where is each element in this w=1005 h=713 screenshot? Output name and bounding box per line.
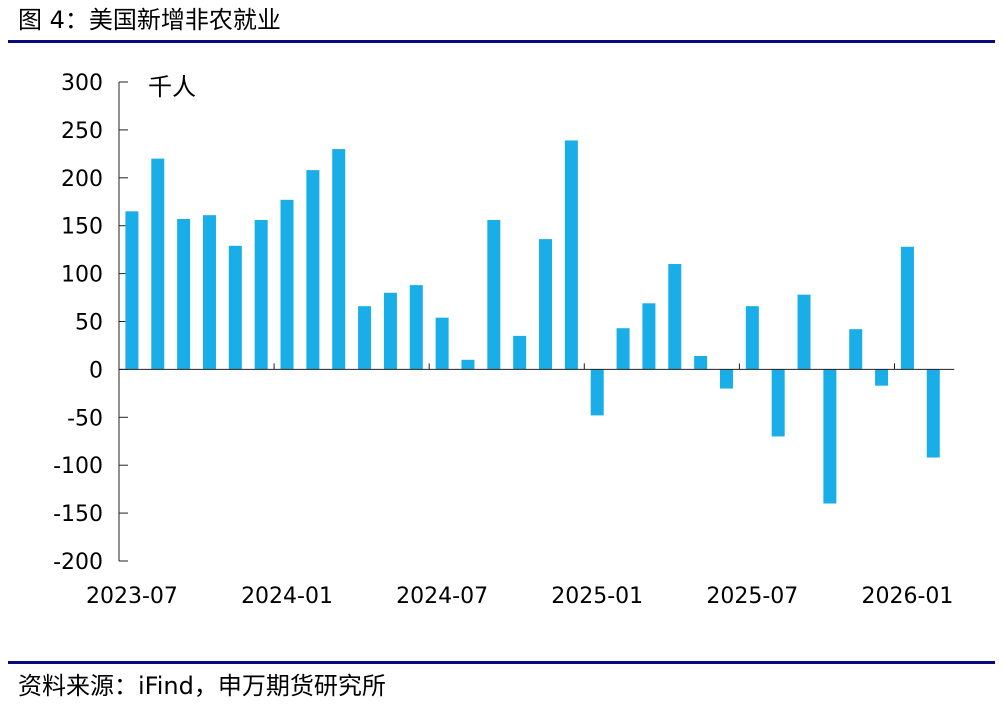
bar-2023-07 [125,211,139,370]
bar-2025-10 [823,369,837,504]
bar-chart: 300 250 200 150 100 50 0 -50 -100 -150 -200 2023-0… [53,71,955,609]
bar-2025-06 [719,369,733,389]
y-tick-label: 0 [89,358,103,383]
y-tick-label: 50 [75,311,103,336]
y-tick-label: 100 [61,263,103,288]
bar-2024-03 [332,149,346,370]
bar-2025-02 [616,328,630,370]
bar-2025-05 [694,355,708,370]
bar-2025-11 [849,329,863,370]
bar-2023-09 [177,218,191,370]
x-axis: 2023-07 2024-01 2024-07 2025-01 2025-07 2026-… [86,363,955,609]
bar-2025-07 [745,306,759,370]
top-rule [8,40,995,43]
bar-2023-11 [228,245,242,370]
x-tick-label: 2024-01 [241,584,333,609]
y-axis: 300 250 200 150 100 50 0 -50 -100 -150 -200 [53,71,128,575]
bar-2024-10 [513,335,527,370]
bar-2025-08 [771,369,785,437]
bar-2024-11 [539,239,553,370]
bar-2025-12 [875,369,889,386]
y-tick-label: 300 [61,71,103,96]
x-tick-label: 2024-07 [396,584,488,609]
bar-2024-05 [383,292,397,370]
y-tick-label: 150 [61,215,103,240]
x-tick-label: 2025-01 [551,584,643,609]
x-tick-label: 2023-07 [86,584,178,609]
bar-2024-09 [487,219,501,370]
bottom-rule [8,661,995,664]
figure-title: 图 4：美国新增非农就业 [18,6,281,34]
bar-2023-10 [202,215,216,370]
bar-2025-04 [668,264,682,370]
y-tick-label: 200 [61,167,103,192]
y-tick-label: -100 [53,454,103,479]
bar-2024-02 [306,170,320,370]
bar-2024-04 [358,306,372,370]
bar-2024-01 [280,199,294,370]
bar-2024-06 [409,285,423,370]
bar-2024-07 [435,317,449,370]
bar-2025-09 [797,294,811,370]
y-unit-label: 千人 [148,73,196,101]
bar-series [125,140,940,504]
y-tick-label: 250 [61,119,103,144]
source-note: 资料来源：iFind，申万期货研究所 [18,672,386,700]
bar-2025-03 [642,303,656,370]
bar-2023-08 [151,158,165,370]
x-tick-label: 2026-01 [861,584,953,609]
bar-2025-01 [590,369,604,416]
y-tick-label: -150 [53,502,103,527]
bar-2023-12 [254,219,268,370]
y-tick-label: -200 [53,550,103,575]
bar-2026-01 [900,246,914,370]
x-tick-label: 2025-07 [706,584,798,609]
bar-2026-02 [926,369,940,458]
y-tick-label: -50 [67,406,103,431]
bar-2024-08 [461,359,475,370]
bar-2024-12 [564,140,578,370]
